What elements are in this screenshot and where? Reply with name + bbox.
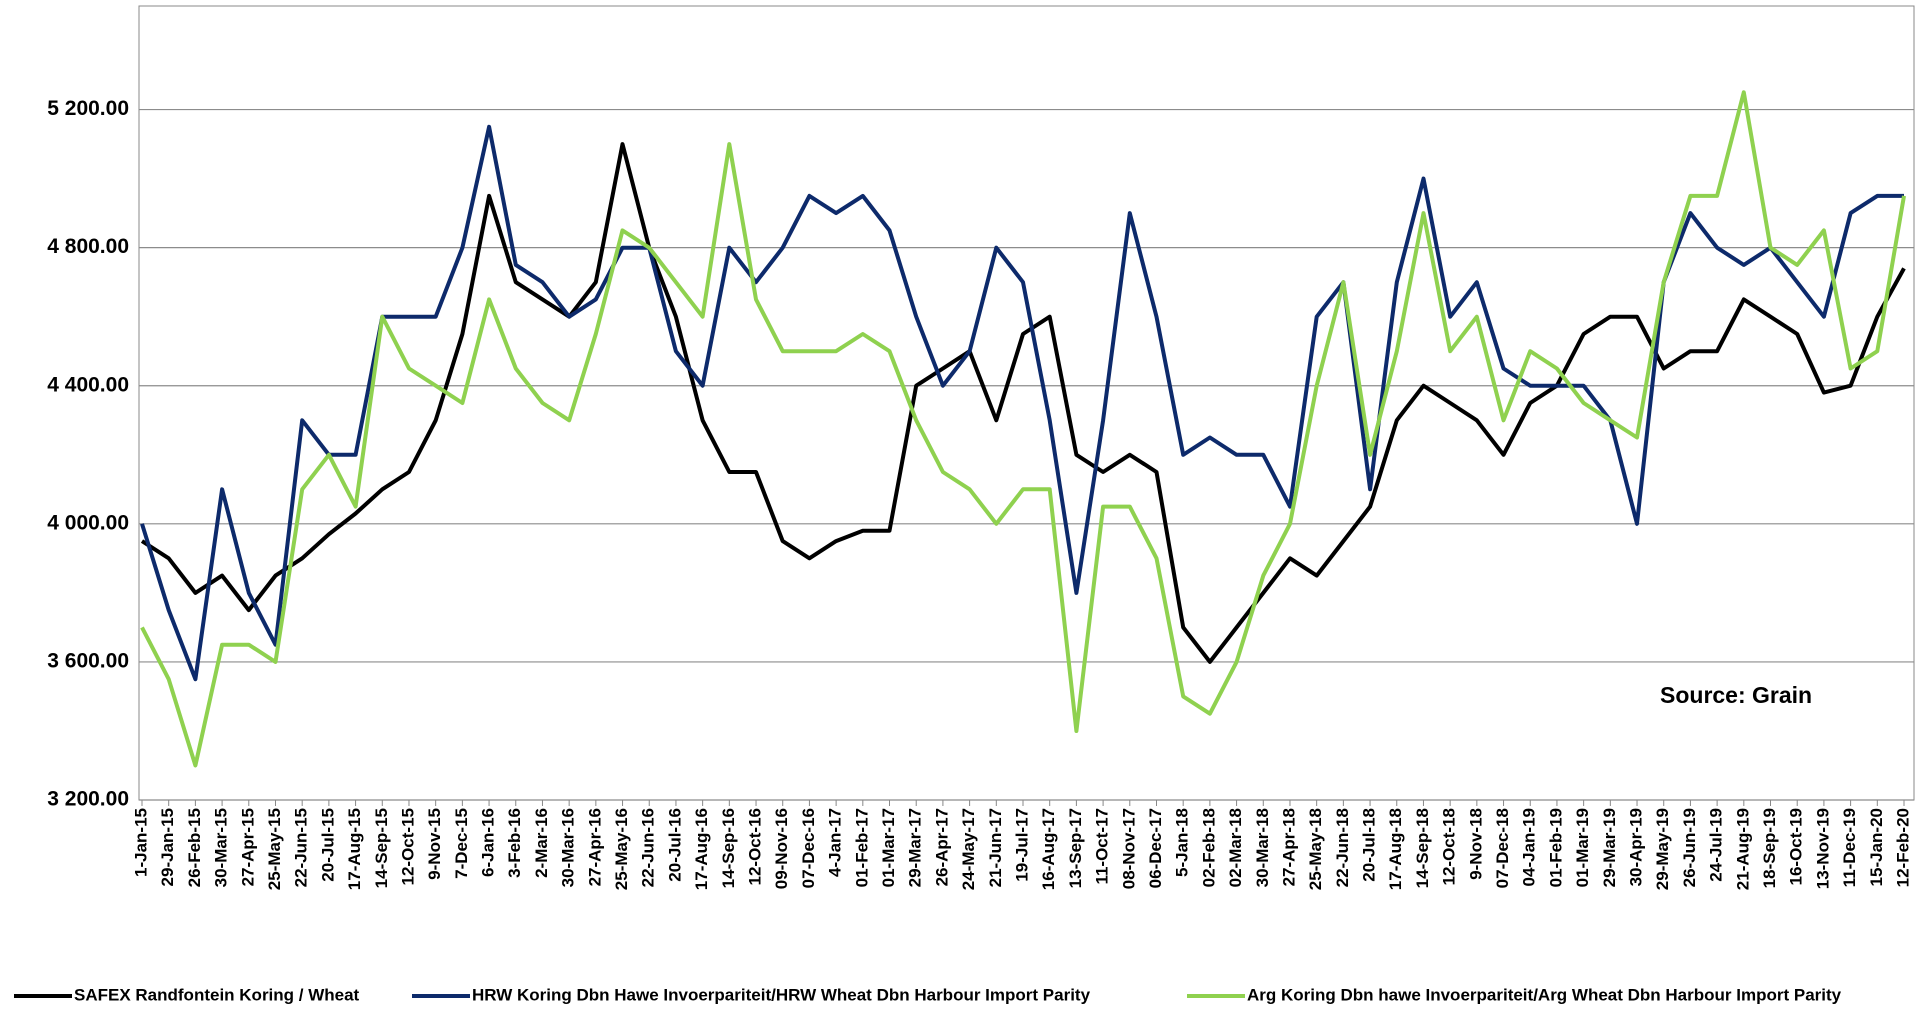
- x-tick-label: 15-Jan-20: [1867, 808, 1886, 886]
- x-tick-label: 01-Feb-19: [1546, 808, 1565, 887]
- x-tick-label: 17-Aug-16: [692, 808, 711, 890]
- series-line: [140, 90, 1906, 768]
- x-tick-label: 5-Jan-18: [1173, 808, 1192, 877]
- x-tick-label: 20-Jul-15: [318, 808, 337, 882]
- x-tick-label: 02-Feb-18: [1199, 808, 1218, 887]
- x-tick-label: 14-Sep-18: [1413, 808, 1432, 888]
- x-tick-label: 29-Jan-15: [158, 808, 177, 886]
- y-tick-label: 5 200.00: [47, 97, 129, 120]
- x-tick-label: 17-Aug-15: [345, 808, 364, 890]
- x-tick-label: 22-Jun-15: [292, 808, 311, 887]
- x-tick-label: 20-Jul-16: [665, 808, 684, 882]
- x-tick-label: 06-Dec-17: [1146, 808, 1165, 888]
- x-tick-label: 26-Apr-17: [932, 808, 951, 886]
- y-tick-label: 4 800.00: [47, 235, 129, 258]
- x-tick-label: 29-Mar-17: [906, 808, 925, 887]
- x-tick-label: 12-Oct-18: [1440, 808, 1459, 885]
- x-tick-label: 25-May-18: [1306, 808, 1325, 890]
- x-tick-label: 11-Dec-19: [1840, 808, 1859, 887]
- x-tick-label: 07-Dec-16: [799, 808, 818, 888]
- x-tick-label: 16-Aug-17: [1039, 808, 1058, 890]
- x-tick-label: 12-Oct-15: [398, 808, 417, 885]
- x-tick-label: 24-May-17: [959, 808, 978, 890]
- x-tick-label: 6-Jan-16: [479, 808, 498, 877]
- series-line: [140, 124, 1904, 682]
- x-tick-label: 14-Sep-15: [372, 808, 391, 888]
- x-tick-label: 19-Jul-17: [1012, 808, 1031, 882]
- x-tick-label: 25-May-15: [265, 808, 284, 890]
- source-note: Source: Grain: [1660, 682, 1812, 708]
- x-tick-label: 08-Nov-17: [1119, 808, 1138, 889]
- x-tick-label: 29-Mar-19: [1600, 808, 1619, 887]
- x-tick-label: 30-Mar-16: [559, 808, 578, 887]
- x-tick-label: 27-Apr-15: [238, 808, 257, 886]
- x-tick-label: 04-Jan-19: [1520, 808, 1539, 886]
- x-tick-label: 7-Dec-15: [452, 808, 471, 879]
- legend-label: SAFEX Randfontein Koring / Wheat: [74, 985, 360, 1004]
- x-tick-label: 1-Jan-15: [131, 808, 150, 877]
- x-tick-label: 26-Feb-15: [185, 808, 204, 887]
- x-tick-label: 01-Feb-17: [852, 808, 871, 887]
- x-tick-label: 01-Mar-19: [1573, 808, 1592, 887]
- x-tick-label: 12-Feb-20: [1893, 808, 1912, 887]
- x-tick-label: 16-Oct-19: [1787, 808, 1806, 885]
- x-tick-label: 11-Oct-17: [1093, 808, 1112, 885]
- x-tick-label: 30-Mar-18: [1253, 808, 1272, 887]
- x-tick-label: 9-Nov-18: [1466, 808, 1485, 880]
- y-tick-label: 3 600.00: [47, 649, 129, 672]
- x-tick-label: 25-May-16: [612, 808, 631, 890]
- x-tick-label: 22-Jun-16: [639, 808, 658, 887]
- legend-label: Arg Koring Dbn hawe Invoerpariteit/Arg W…: [1247, 985, 1842, 1004]
- legend-label: HRW Koring Dbn Hawe Invoerpariteit/HRW W…: [472, 985, 1091, 1004]
- x-tick-label: 09-Nov-16: [772, 808, 791, 889]
- x-tick-label: 21-Aug-19: [1733, 808, 1752, 890]
- x-tick-label: 12-Oct-16: [746, 808, 765, 885]
- x-tick-label: 18-Sep-19: [1760, 808, 1779, 888]
- x-tick-label: 4-Jan-17: [826, 808, 845, 877]
- x-tick-label: 07-Dec-18: [1493, 808, 1512, 888]
- y-tick-label: 4 000.00: [47, 511, 129, 534]
- x-tick-label: 26-Jun-19: [1680, 808, 1699, 887]
- x-tick-label: 13-Sep-17: [1066, 808, 1085, 888]
- x-tick-label: 20-Jul-18: [1360, 808, 1379, 882]
- x-tick-label: 14-Sep-16: [719, 808, 738, 888]
- x-tick-label: 29-May-19: [1653, 808, 1672, 890]
- x-tick-label: 02-Mar-18: [1226, 808, 1245, 887]
- x-tick-label: 13-Nov-19: [1813, 808, 1832, 889]
- x-tick-label: 3-Feb-16: [505, 808, 524, 878]
- plot-frame: [138, 5, 1915, 801]
- x-tick-label: 27-Apr-16: [585, 808, 604, 886]
- x-tick-label: 21-Jun-17: [986, 808, 1005, 887]
- x-tick-label: 2-Mar-16: [532, 808, 551, 878]
- x-tick-label: 9-Nov-15: [425, 808, 444, 880]
- x-tick-label: 22-Jun-18: [1333, 808, 1352, 887]
- x-tick-label: 30-Mar-15: [212, 808, 231, 887]
- x-tick-label: 30-Apr-19: [1627, 808, 1646, 886]
- x-tick-label: 27-Apr-18: [1279, 808, 1298, 886]
- x-tick-label: 01-Mar-17: [879, 808, 898, 887]
- series-line: [140, 142, 1906, 664]
- y-tick-label: 3 200.00: [47, 788, 129, 811]
- x-tick-label: 17-Aug-18: [1386, 808, 1405, 890]
- y-tick-label: 4 400.00: [47, 373, 129, 396]
- x-tick-label: 24-Jul-19: [1707, 808, 1726, 882]
